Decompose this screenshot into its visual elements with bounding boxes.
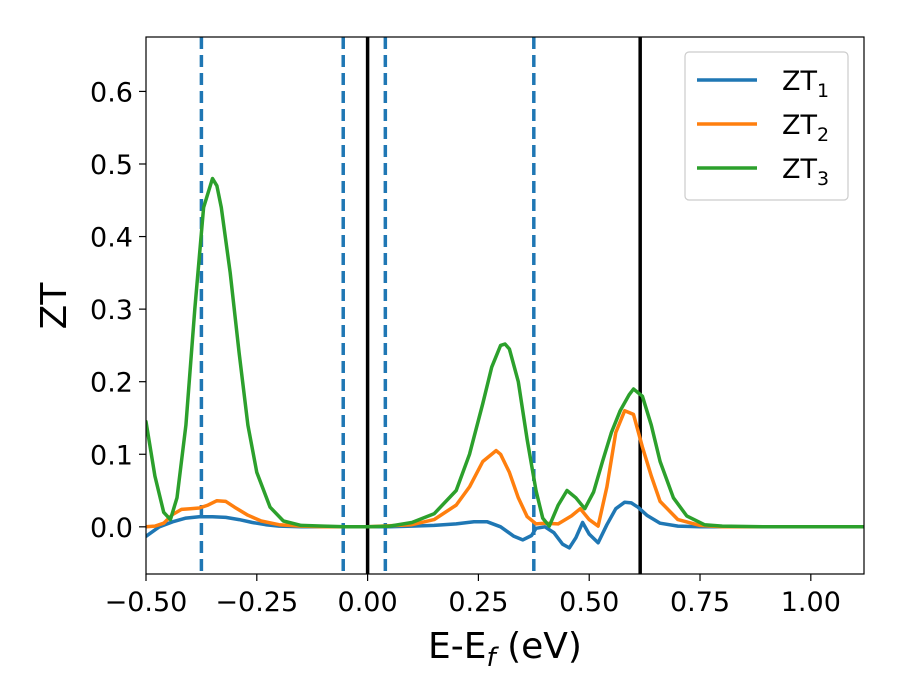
y-tick-label: 0.4 xyxy=(90,223,133,254)
y-axis-title: ZT xyxy=(34,282,75,330)
x-tick-label: 0.50 xyxy=(559,587,619,618)
y-tick-label: 0.1 xyxy=(90,440,133,471)
series-line-zt2 xyxy=(146,408,864,529)
x-tick-label: 0.75 xyxy=(670,587,730,618)
x-tick-label: −0.50 xyxy=(105,587,188,618)
legend-label-subscript: 2 xyxy=(817,124,829,146)
x-tick-label: 1.00 xyxy=(781,587,841,618)
x-axis-ticks: −0.50 −0.25 0.00 0.25 0.50 0.75 1.00 xyxy=(105,574,841,618)
series-lines xyxy=(146,176,864,550)
y-tick-label: 0.3 xyxy=(90,295,133,326)
y-tick-label: 0.5 xyxy=(90,150,133,181)
series-line-zt1 xyxy=(146,500,864,550)
legend-label-subscript: 1 xyxy=(817,80,829,102)
y-tick-label: 0.2 xyxy=(90,368,133,399)
legend-frame xyxy=(684,51,849,201)
series-line-zt3 xyxy=(146,176,864,529)
y-tick-label: 0.0 xyxy=(90,513,133,544)
y-axis-ticks: 0.0 0.1 0.2 0.3 0.4 0.5 0.6 xyxy=(90,77,146,544)
x-axis-title-unit: (eV) xyxy=(496,626,582,667)
x-tick-label: 0.25 xyxy=(448,587,508,618)
x-axis-title: E-Ef (eV) xyxy=(428,626,582,673)
x-tick-label: −0.25 xyxy=(215,587,298,618)
plot-frame xyxy=(145,36,865,575)
x-tick-label: 0.00 xyxy=(338,587,398,618)
legend-label-subscript: 3 xyxy=(817,168,829,190)
vertical-reference-lines xyxy=(199,37,642,574)
y-tick-label: 0.6 xyxy=(90,77,133,108)
